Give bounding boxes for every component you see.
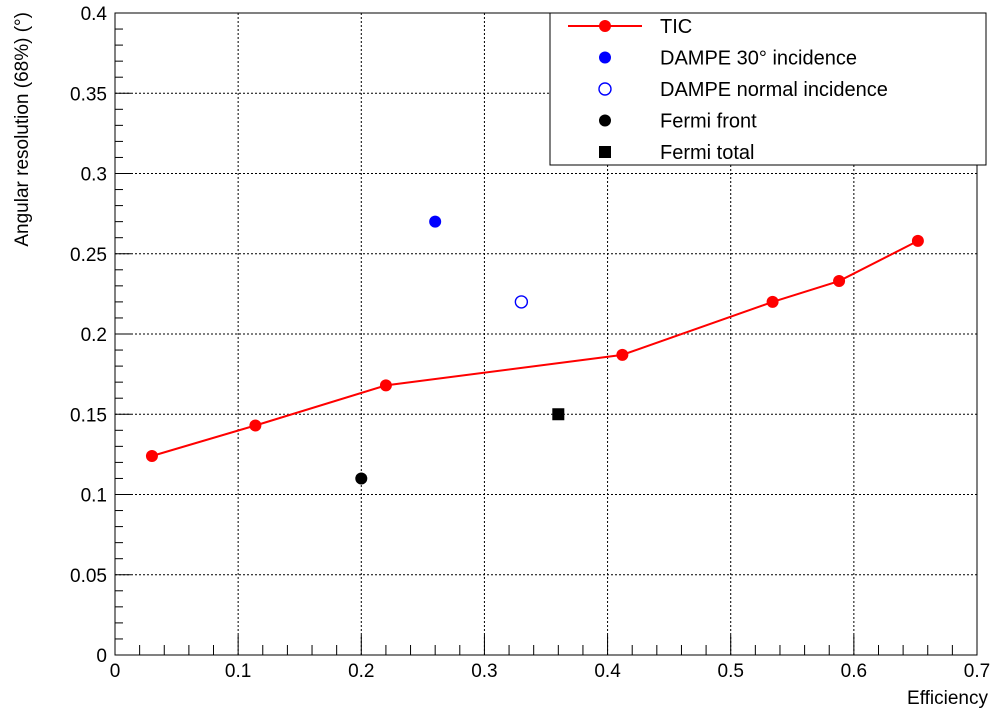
y-tick-label: 0.2	[81, 325, 107, 346]
y-tick-label: 0.35	[70, 84, 107, 105]
data-point	[552, 408, 565, 421]
x-tick-label: 0.2	[348, 661, 374, 682]
data-point	[514, 295, 529, 309]
data-point	[429, 215, 442, 228]
grid	[115, 13, 977, 655]
series-fermi-total	[552, 408, 565, 421]
x-tick-label: 0	[110, 661, 121, 682]
y-tick-label: 0	[96, 646, 107, 667]
legend-entry-label: DAMPE normal incidence	[660, 79, 888, 101]
series-tic	[145, 234, 924, 462]
legend-swatch-marker	[598, 82, 612, 96]
legend-swatch-marker	[599, 20, 611, 32]
legend: TIC DAMPE 30° incidence DAMPE normal incid…	[549, 12, 987, 166]
axes: 0 0.1 0.2 0.3 0.4 0.5 0.6 0.7 0 0.05 0.1 0.15 0.2 0.2…	[70, 4, 990, 682]
legend-entry-label: TIC	[660, 16, 692, 38]
x-tick-label: 0.6	[841, 661, 867, 682]
data-point	[833, 275, 846, 288]
data-point	[355, 472, 368, 485]
data-point	[379, 379, 392, 392]
y-tick-label: 0.3	[81, 165, 107, 186]
y-tick-label: 0.1	[81, 486, 107, 507]
series-fermi-front	[355, 472, 368, 485]
legend-swatch-marker	[599, 114, 611, 127]
x-tick-label: 0.5	[718, 661, 744, 682]
data-point	[616, 348, 629, 361]
y-tick-label: 0.25	[70, 245, 107, 266]
legend-entry-label: Fermi total	[660, 142, 754, 164]
legend-entry-label: DAMPE 30° incidence	[660, 48, 857, 70]
legend-box	[549, 12, 987, 166]
y-tick-label: 0.15	[70, 405, 107, 426]
x-tick-label: 0.3	[471, 661, 497, 682]
x-axis-title: Efficiency	[907, 688, 988, 709]
x-tick-label: 0.4	[594, 661, 621, 682]
legend-swatch-marker	[599, 146, 611, 158]
data-point	[145, 449, 158, 462]
x-tick-label: 0.1	[225, 661, 251, 682]
legend-entry-label: Fermi front	[660, 111, 757, 133]
data-point	[249, 419, 262, 432]
x-tick-label: 0.7	[964, 661, 990, 682]
y-tick-label: 0.4	[81, 4, 108, 25]
data-point	[766, 295, 779, 308]
y-tick-label: 0.05	[70, 566, 107, 587]
data-point	[911, 234, 924, 247]
y-axis-title: Angular resolution (68%) (°)	[12, 12, 33, 247]
series-dampe-normal-incidence	[514, 295, 529, 309]
legend-swatch-marker	[599, 51, 611, 64]
series-dampe-30-incidence	[429, 215, 442, 228]
data-series	[145, 215, 924, 485]
